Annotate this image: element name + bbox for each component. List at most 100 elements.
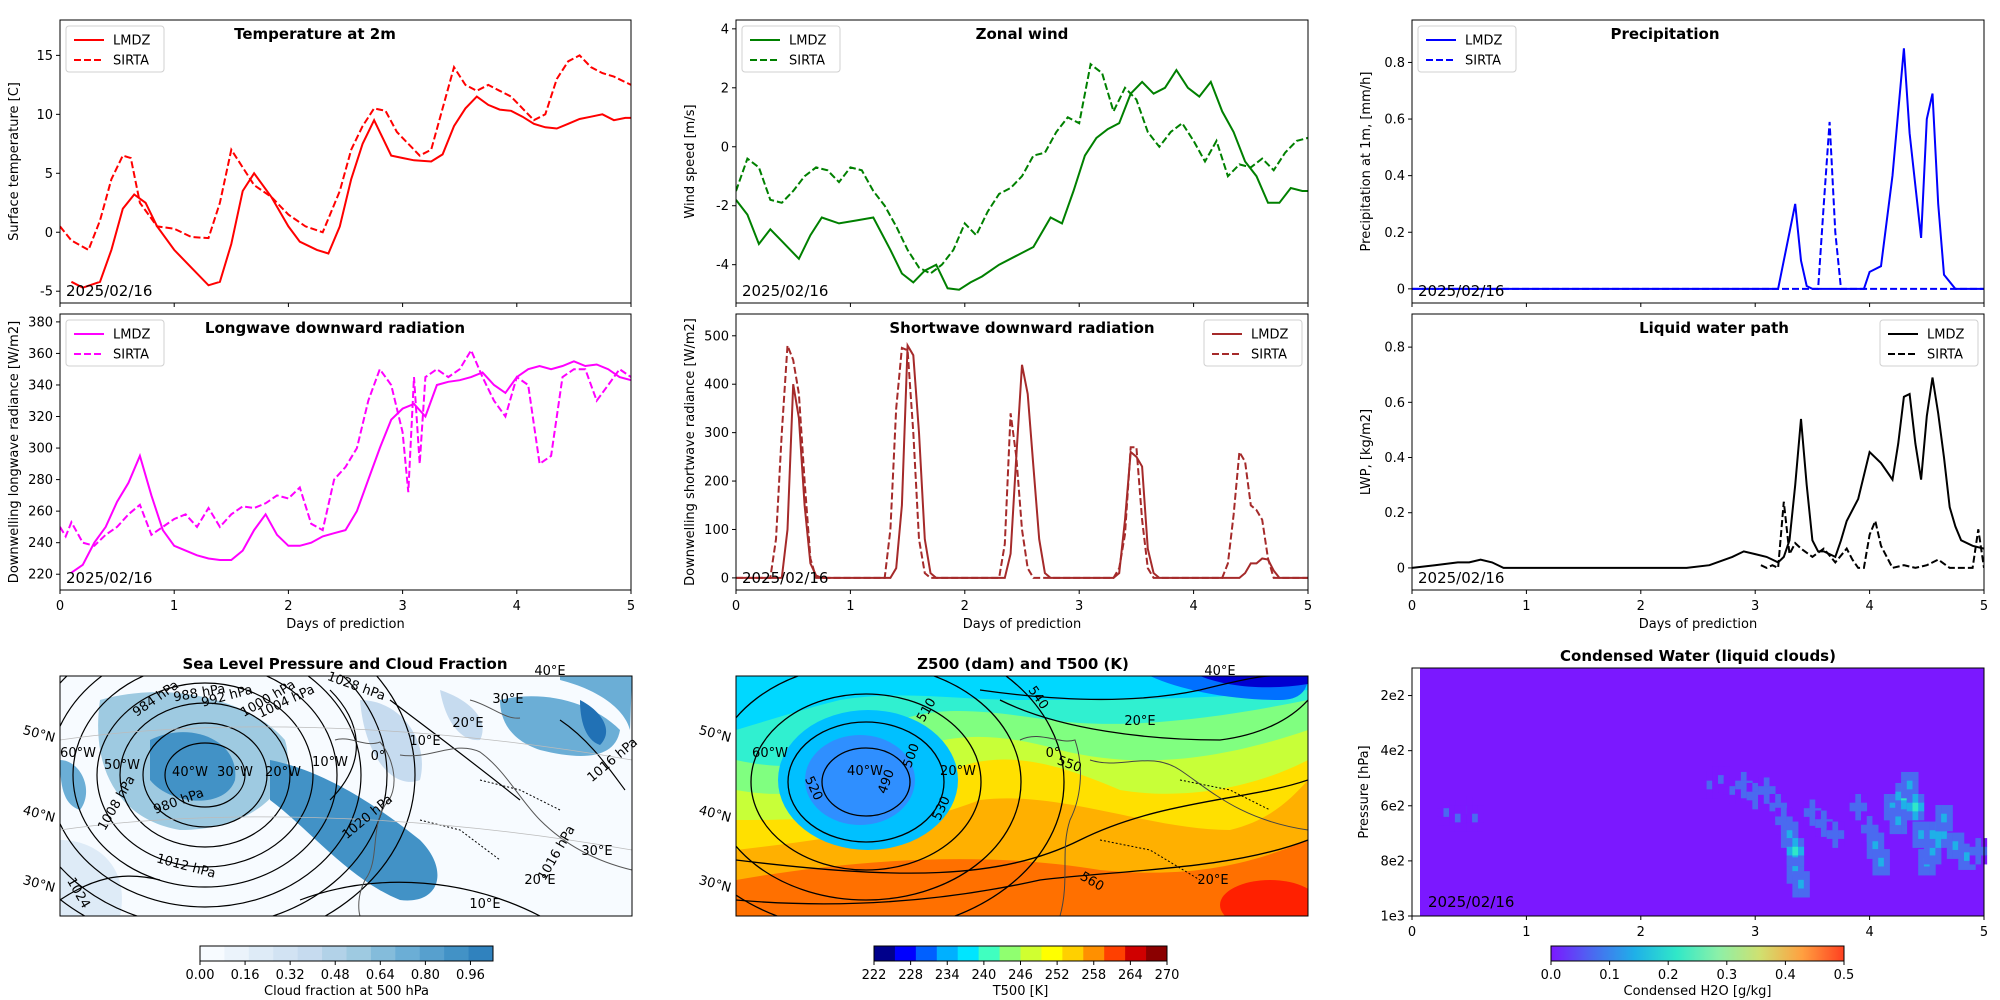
heatmap-cell [1912,838,1919,848]
panel-title: Precipitation [1610,25,1719,43]
y-tick-label: 2e2 [1380,689,1405,704]
temperature-band [736,676,1308,766]
x-axis-label: Days of prediction [1639,617,1757,632]
colorbar-cell [444,946,470,961]
heatmap-cell [1901,771,1908,781]
colorbar-tick-label: 264 [1118,968,1143,983]
colorbar-tick-label: 0.4 [1775,968,1796,983]
heatmap-cell [1780,802,1787,812]
heatmap-cell [1740,780,1747,790]
heatmap-cell [1946,822,1953,832]
heatmap-cell [1889,816,1896,826]
cloud-area [440,690,483,741]
heatmap-cell [1815,810,1822,820]
heatmap-cell [1912,780,1919,790]
colorbar-cell [395,946,421,961]
y-tick-label: 280 [28,473,53,488]
heatmap-cell [1786,874,1793,884]
legend-label: LMDZ [1251,328,1288,343]
heatmap-cell [1935,822,1942,832]
colorbar-tick-label: 258 [1081,968,1106,983]
colorbar-tick-label: 222 [862,968,887,983]
heatmap-cell [1941,830,1948,840]
heatmap-cell [1866,816,1873,826]
y-tick-label: -5 [40,285,53,300]
heatmap-cell [1460,796,1467,806]
heatmap-cell [1815,827,1822,837]
legend-label: LMDZ [113,328,150,343]
heatmap-cell [1901,800,1908,810]
heatmap-cell [1912,771,1919,781]
y-tick-label: 1e3 [1380,910,1405,925]
panel-title: Liquid water path [1639,319,1789,337]
legend: LMDZ SIRTA [65,25,165,73]
heatmap-cell [1803,799,1810,809]
colorbar-tick-label: 246 [1008,968,1033,983]
series-line-sirta [736,345,1308,579]
legend-label: LMDZ [113,34,150,49]
heatmap-cell [1723,794,1730,804]
legend-label: SIRTA [113,348,149,363]
heatmap-cell [1969,838,1976,848]
heatmap-cell [1466,796,1473,806]
y-tick-label: -2 [716,199,729,214]
heatmap-cell [1901,816,1908,826]
y-tick-label: 220 [28,568,53,583]
panel-0: -5 0 5 10 15 Surface temperature [C] Temperatu… [7,19,632,307]
heatmap-cell [1712,783,1719,793]
colorbar-tick-label: 270 [1155,968,1180,983]
heatmap-cell [1769,786,1776,796]
heatmap-cell [1929,846,1936,856]
heatmap-cell [1958,832,1965,842]
x-tick-label: 3 [1751,599,1759,614]
x-tick-label: 0 [1408,925,1416,940]
heatmap-cell [1460,822,1467,832]
heatmap-cell [1769,793,1776,803]
x-tick-label: 1 [170,599,178,614]
map-z500-t500: 60°W40°W 20°W0°20°E40°E20°E50°N40°N30°N49… [697,655,1309,999]
panel-4: 0 100 200 300 400 500 0 1 2 3 4 5 Days of prediction… [683,313,1312,632]
heatmap-cell [1472,822,1479,832]
heatmap-cell [1729,777,1736,787]
heatmap-cell [1923,855,1930,865]
heatmap-cell [1952,832,1959,842]
heatmap-cell [1460,814,1467,824]
heatmap-cell [1935,846,1942,856]
legend: LMDZ SIRTA [741,25,841,73]
colorbar-cell [248,946,274,961]
heatmap-cell [1906,789,1913,799]
y-tick-label: 300 [28,442,53,457]
colorbar-cell [273,946,299,961]
y-axis-label: Precipitation at 1m, [mm/h] [1359,72,1374,252]
heatmap-cell [1460,805,1467,815]
heatmap-cell [1832,830,1839,840]
colorbar-cell [322,946,347,961]
heatmap-cell [1906,793,1913,803]
heatmap-cell [1449,813,1456,823]
heatmap-cell [1935,838,1942,848]
isobar [96,682,314,868]
heatmap-cell [1729,794,1736,804]
heatmap-cell [1454,805,1461,814]
y-axis-label: Wind speed [m/s] [683,104,698,218]
coastline [334,699,632,916]
colorbar-cell [874,946,896,961]
heatmap-cell [1952,841,1959,851]
heatmap-cell [1895,825,1902,835]
legend-label: LMDZ [1927,328,1964,343]
heatmap-cell [1906,802,1913,812]
heatmap-cell [1906,780,1913,790]
date-label: 2025/02/16 [66,282,152,300]
heatmap-cell [1849,802,1856,812]
heatmap-cell [1889,825,1896,835]
heatmap-cell [1941,813,1948,823]
colorbar-tick-label: 0.00 [186,968,215,983]
heatmap-cell [1803,808,1810,818]
colorbar-tick-label: 0.16 [231,968,260,983]
heatmap-cell [1975,846,1982,856]
y-tick-label: 0.2 [1384,226,1405,241]
y-tick-label: 8e2 [1380,854,1405,869]
legend: LMDZ SIRTA [1203,319,1303,367]
height-contour [736,676,1022,901]
x-tick-label: 5 [627,599,635,614]
